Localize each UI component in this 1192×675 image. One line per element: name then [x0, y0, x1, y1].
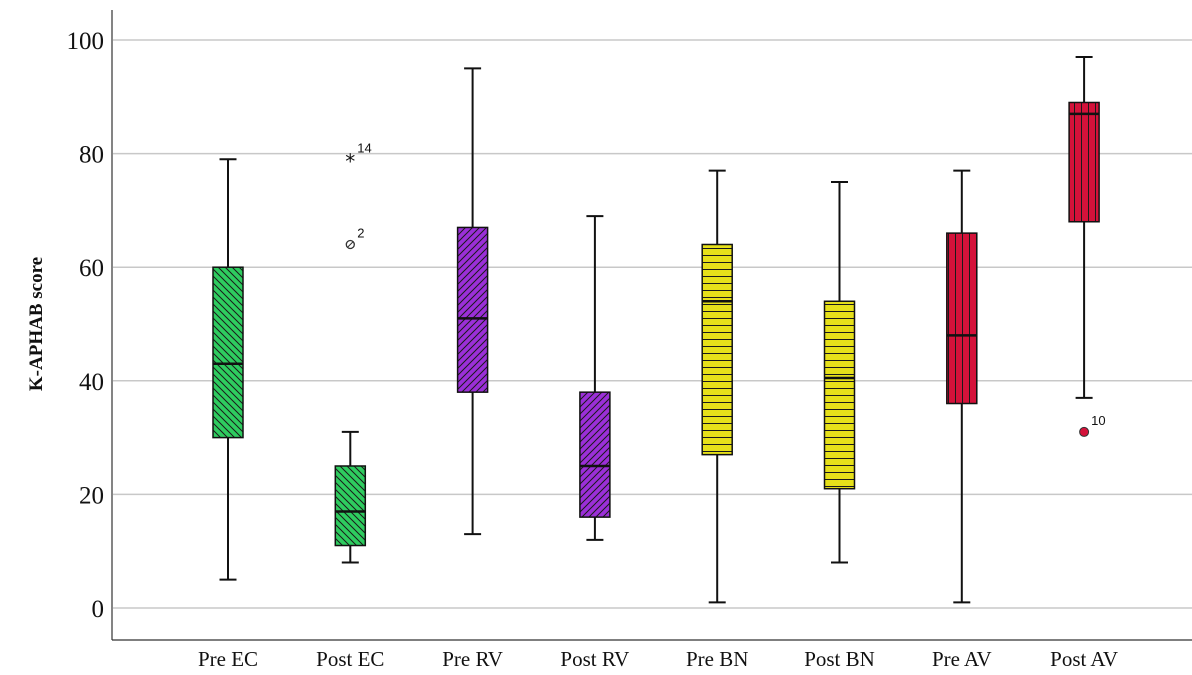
y-tick-label: 0: [92, 596, 105, 623]
x-category-label: Pre AV: [932, 647, 992, 671]
boxes: *14 2 10: [212, 56, 1106, 604]
iqr-box: [946, 232, 978, 405]
x-category-label: Post RV: [560, 647, 629, 671]
x-category-label: Pre EC: [198, 647, 258, 671]
axes: 0 20 40 60 80 100 K-APHAB score: [26, 10, 1192, 641]
box-post-ec: *14 2: [334, 140, 372, 564]
iqr-box: [823, 300, 856, 490]
x-category-label: Pre RV: [442, 647, 503, 671]
box-post-rv: [579, 215, 611, 541]
iqr-box: [334, 465, 367, 547]
box-post-bn: [823, 181, 856, 564]
outlier-marker-stroke: [346, 241, 354, 248]
y-tick-label: 20: [79, 482, 104, 509]
iqr-box: [701, 243, 733, 456]
x-category-label: Post AV: [1050, 647, 1118, 671]
y-axis-title: K-APHAB score: [26, 257, 47, 391]
x-category-label: Post EC: [316, 647, 384, 671]
box-pre-ec: [212, 158, 244, 581]
y-tick-label: 60: [79, 255, 104, 282]
outlier-label: 14: [357, 140, 371, 155]
x-category-label: Post BN: [804, 647, 875, 671]
y-tick-label: 40: [79, 369, 104, 396]
iqr-box: [456, 226, 489, 393]
box-pre-av: [946, 169, 978, 604]
outlier-marker: [1079, 426, 1090, 437]
iqr-box: [212, 266, 244, 439]
outlier-label: 10: [1091, 413, 1105, 428]
y-tick-label: 100: [67, 28, 105, 55]
iqr-box: [1068, 101, 1100, 223]
outlier-label: 2: [357, 225, 364, 240]
labels: Pre EC Post EC Pre RV Post RV Pre BN Post BN P…: [198, 647, 1118, 671]
box-pre-rv: [456, 67, 489, 536]
x-category-label: Pre BN: [686, 647, 748, 671]
extreme-outlier-marker: *: [345, 149, 355, 173]
box-post-av: 10: [1068, 56, 1106, 437]
y-tick-label: 80: [79, 142, 104, 169]
gridlines: [113, 39, 1192, 609]
outlier-marker: [345, 239, 355, 250]
iqr-box: [579, 391, 611, 518]
box-pre-bn: [701, 169, 733, 604]
